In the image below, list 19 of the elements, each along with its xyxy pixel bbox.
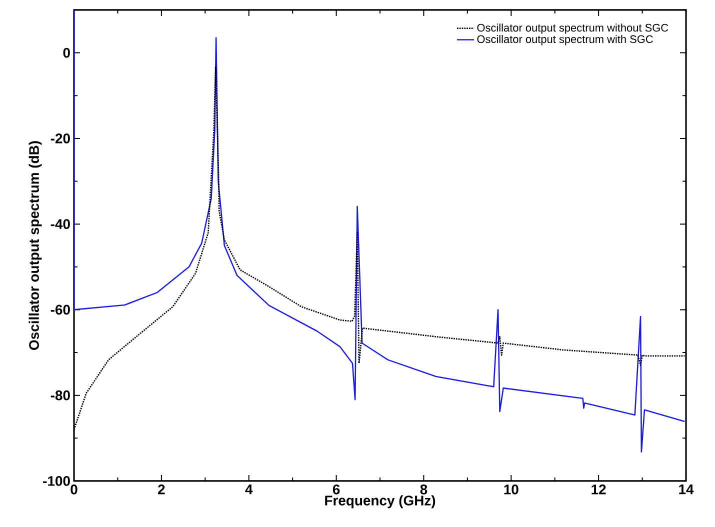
y-tick-label: -40 <box>50 219 70 230</box>
legend-label: Oscillator output spectrum with SGC <box>477 35 653 46</box>
x-tick-label: 12 <box>592 484 606 494</box>
y-tick-label: -60 <box>50 304 70 315</box>
y-axis-title: Oscillator output spectrum (dB) <box>28 141 42 350</box>
y-tick-label: -100 <box>43 476 70 486</box>
x-tick-label: 6 <box>332 484 340 494</box>
y-tick-label: 0 <box>63 48 70 58</box>
x-tick-label: 2 <box>158 484 165 494</box>
x-axis-title: Frequency (GHz) <box>325 495 436 508</box>
x-tick-label: 14 <box>679 484 694 494</box>
x-tick-label: 8 <box>420 484 428 494</box>
y-tick-label: -80 <box>50 390 70 400</box>
y-tick-label: -20 <box>50 133 70 144</box>
line-series <box>74 10 686 453</box>
x-tick-label: 4 <box>245 484 253 494</box>
x-tick-label: 10 <box>504 484 518 494</box>
legend-label: Oscillator output spectrum without SGC <box>477 24 668 34</box>
x-tick-label: 0 <box>70 484 78 494</box>
